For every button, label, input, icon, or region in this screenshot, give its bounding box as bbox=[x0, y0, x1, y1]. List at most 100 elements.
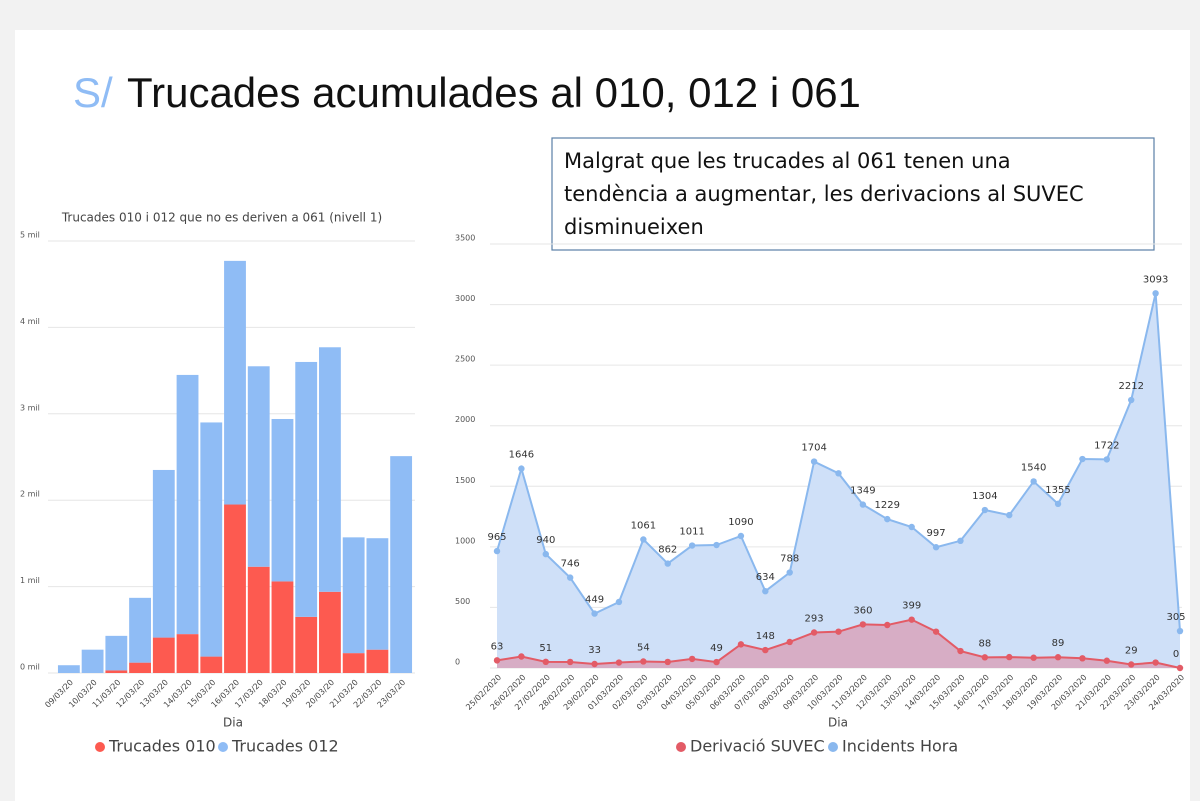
point bbox=[786, 638, 793, 646]
point bbox=[810, 458, 818, 465]
bar-segment bbox=[247, 366, 270, 567]
data-label: 88 bbox=[978, 638, 991, 649]
data-label: 399 bbox=[902, 601, 921, 612]
legend-swatch bbox=[218, 742, 228, 752]
point bbox=[981, 506, 989, 514]
y-tick-label: 0 bbox=[455, 658, 460, 667]
point bbox=[957, 537, 964, 544]
bar-segment bbox=[105, 670, 128, 673]
data-label: 305 bbox=[1166, 612, 1185, 623]
point bbox=[908, 616, 915, 623]
point bbox=[664, 658, 671, 666]
point bbox=[713, 541, 720, 549]
point bbox=[1054, 500, 1062, 508]
data-label: 33 bbox=[588, 645, 601, 656]
point bbox=[493, 657, 501, 664]
point bbox=[566, 574, 574, 581]
data-label: 51 bbox=[539, 643, 552, 654]
point bbox=[1103, 456, 1111, 463]
bar-segment bbox=[271, 581, 294, 673]
chart-title: Trucades 010 i 012 que no es deriven a 0… bbox=[61, 211, 382, 225]
y-tick-label: 3500 bbox=[455, 234, 475, 243]
y-tick-label: 3000 bbox=[455, 294, 475, 303]
point bbox=[737, 532, 745, 540]
bar-segment bbox=[366, 649, 389, 673]
data-label: 63 bbox=[491, 641, 504, 652]
bar-segment bbox=[200, 656, 223, 673]
bar-segment bbox=[57, 665, 80, 673]
data-label: 1722 bbox=[1094, 440, 1119, 451]
point bbox=[1176, 627, 1184, 635]
data-label: 1011 bbox=[679, 527, 704, 538]
data-label: 29 bbox=[1125, 645, 1138, 656]
data-label: 997 bbox=[927, 528, 946, 539]
point bbox=[932, 544, 940, 551]
data-label: 1304 bbox=[972, 491, 997, 502]
legend-swatch bbox=[676, 742, 686, 752]
area bbox=[497, 619, 1180, 668]
point bbox=[1176, 664, 1184, 672]
point bbox=[688, 542, 696, 549]
data-label: 0 bbox=[1173, 649, 1179, 660]
bar-segment bbox=[129, 662, 151, 673]
legend-label: Derivació SUVEC bbox=[690, 737, 825, 756]
data-label: 49 bbox=[710, 643, 723, 654]
point bbox=[1128, 396, 1135, 404]
title-prefix: S/ bbox=[73, 69, 113, 116]
point bbox=[957, 647, 964, 655]
point bbox=[640, 658, 647, 665]
point bbox=[810, 629, 818, 636]
bar-segment bbox=[390, 456, 413, 673]
bar-segment bbox=[271, 418, 294, 582]
point bbox=[1054, 654, 1062, 661]
data-label: 89 bbox=[1052, 638, 1065, 649]
data-label: 862 bbox=[658, 545, 677, 556]
bar-segment bbox=[105, 635, 128, 671]
x-axis-label: Dia bbox=[223, 716, 243, 730]
note-box bbox=[551, 137, 1155, 251]
data-label: 634 bbox=[756, 572, 775, 583]
point bbox=[859, 501, 867, 508]
data-label: 788 bbox=[780, 554, 799, 565]
bar-segment bbox=[295, 361, 318, 617]
point bbox=[1152, 659, 1159, 666]
bar-segment bbox=[295, 616, 318, 673]
data-label: 940 bbox=[536, 535, 555, 546]
y-tick-label: 500 bbox=[455, 597, 470, 606]
y-tick-label: 2000 bbox=[455, 415, 475, 424]
y-tick-label: 1500 bbox=[455, 476, 475, 485]
data-label: 360 bbox=[853, 605, 872, 616]
point bbox=[688, 655, 696, 663]
bar-segment bbox=[81, 649, 104, 673]
data-label: 1090 bbox=[728, 517, 753, 528]
bar-segment bbox=[224, 260, 246, 505]
point bbox=[835, 628, 842, 635]
legend-swatch bbox=[828, 742, 838, 752]
data-label: 293 bbox=[805, 614, 824, 625]
point bbox=[591, 610, 598, 617]
point bbox=[859, 621, 867, 628]
point bbox=[835, 470, 842, 477]
data-label: 746 bbox=[561, 559, 580, 570]
bar-segment bbox=[319, 347, 341, 592]
bar-segment bbox=[319, 591, 341, 673]
note-line: Malgrat que les trucades al 061 tenen un… bbox=[564, 149, 1011, 173]
point bbox=[1152, 290, 1159, 297]
legend-label: Trucades 010 bbox=[108, 737, 216, 756]
point bbox=[1030, 478, 1037, 485]
point bbox=[932, 628, 940, 635]
point bbox=[1079, 655, 1086, 662]
data-label: 1540 bbox=[1021, 462, 1046, 473]
bar-segment bbox=[152, 637, 175, 673]
point bbox=[786, 569, 793, 576]
point bbox=[664, 560, 671, 567]
bar-segment bbox=[224, 504, 246, 673]
bar-segment bbox=[176, 374, 199, 635]
point bbox=[566, 658, 574, 666]
bar-segment bbox=[176, 634, 199, 673]
point bbox=[1128, 661, 1135, 668]
y-tick-label: 0 mil bbox=[20, 663, 40, 672]
point bbox=[1006, 511, 1013, 519]
data-label: 1229 bbox=[875, 500, 900, 511]
point bbox=[737, 641, 745, 648]
